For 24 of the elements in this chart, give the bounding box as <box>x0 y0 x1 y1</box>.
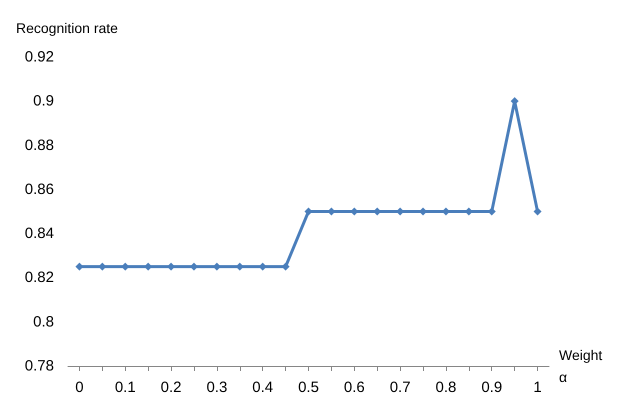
point <box>282 262 290 271</box>
x-tick-label: 0.1 <box>114 379 136 396</box>
y-tick-label: 0.92 <box>24 48 54 66</box>
x-tick-label: 0.6 <box>344 379 365 396</box>
point <box>534 208 542 216</box>
point <box>75 262 84 271</box>
y-tick-label: 0.78 <box>24 358 54 374</box>
y-tick-label: 0.9 <box>33 92 54 110</box>
x-tick-label: 0.3 <box>206 379 228 396</box>
x-tick-label: 0.8 <box>436 379 456 396</box>
x-tick-label: 1 <box>533 379 542 396</box>
y-tick-label: 0.82 <box>24 269 54 286</box>
x-tick-label: 0.2 <box>160 379 182 396</box>
x-tick-label: 0 <box>75 379 84 396</box>
y-tick-label: 0.8 <box>33 313 54 330</box>
x-axis-title: Weight α <box>559 347 602 385</box>
y-axis-title: Recognition rate <box>16 20 118 36</box>
x-tick-label: 0.7 <box>390 379 411 396</box>
x-tick-label: 0.4 <box>252 379 274 396</box>
y-tick-label: 0.88 <box>24 136 54 154</box>
x-tick-label: 0.9 <box>481 379 502 396</box>
y-tick-label: 0.84 <box>24 225 54 242</box>
y-tick-label: 0.86 <box>24 180 54 198</box>
x-tick-label: 0.5 <box>298 379 319 396</box>
